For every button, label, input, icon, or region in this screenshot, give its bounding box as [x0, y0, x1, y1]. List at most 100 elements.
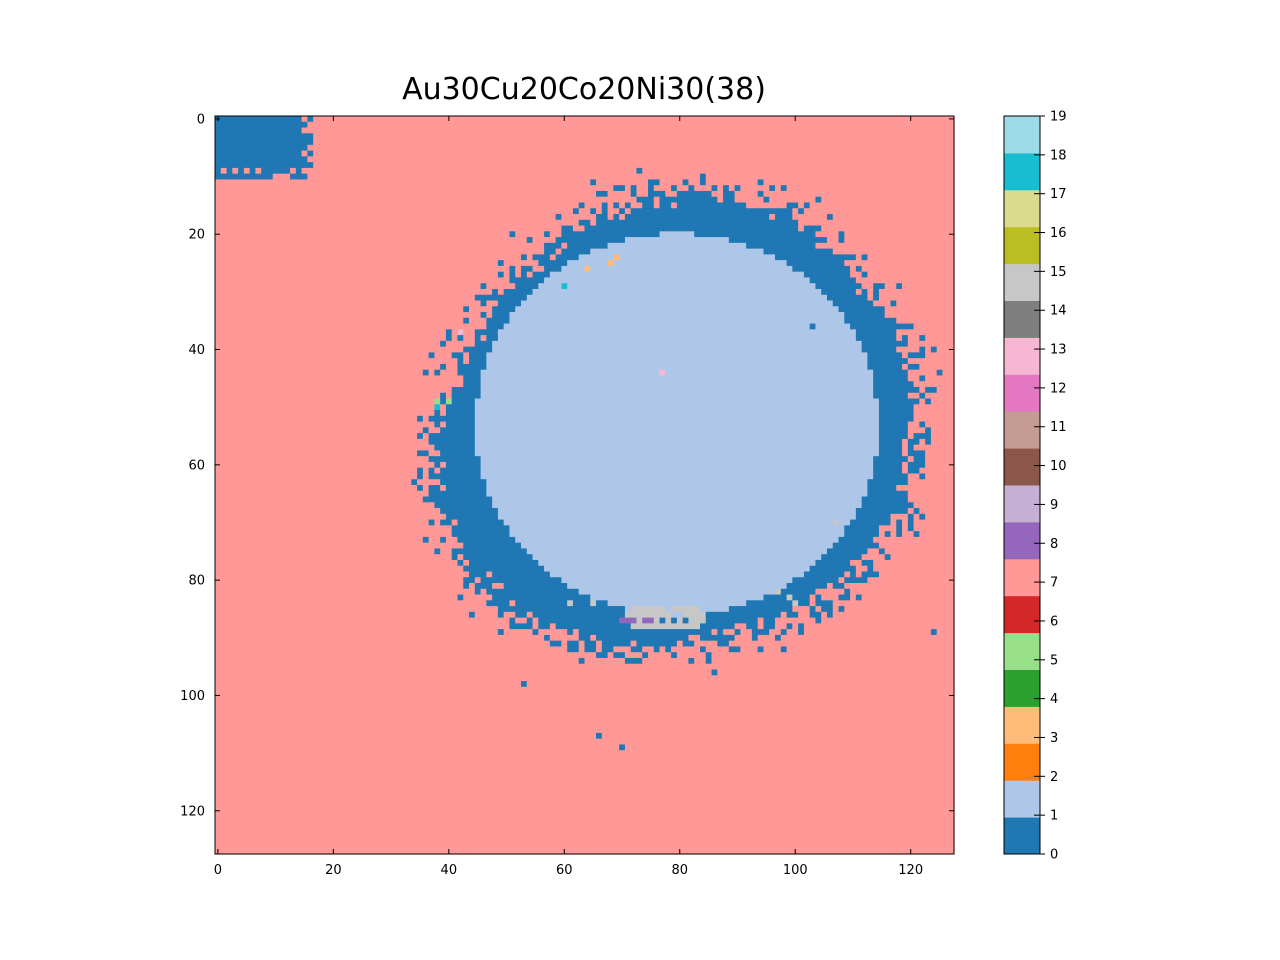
heatmap-cell [215, 531, 453, 538]
heatmap-cell [803, 225, 822, 232]
colorbar-tick-label: 7 [1050, 576, 1058, 591]
heatmap-cell [417, 479, 441, 486]
heatmap-cell [434, 444, 476, 452]
heatmap-cell [544, 231, 551, 238]
heatmap-cell [428, 369, 435, 377]
heatmap-cell [215, 248, 545, 255]
heatmap-cell [671, 652, 678, 659]
heatmap-cell [532, 237, 557, 244]
heatmap-cell [844, 577, 868, 584]
heatmap-cell [734, 634, 753, 642]
heatmap-cell [907, 513, 915, 521]
chart-title: Au30Cu20Co20Ni30(38) [402, 72, 766, 107]
heatmap-cell [520, 681, 528, 688]
heatmap-cell [913, 519, 955, 526]
heatmap-cell [451, 525, 511, 532]
heatmap-cell [769, 185, 776, 192]
heatmap-cell [290, 173, 308, 181]
heatmap-cell [884, 548, 955, 555]
colorbar-tick-label: 10 [1050, 459, 1067, 474]
heatmap-cell [422, 433, 430, 440]
heatmap-cell [907, 450, 926, 457]
heatmap-cell [844, 231, 955, 238]
heatmap-cell [682, 179, 690, 186]
heatmap-cell [786, 646, 955, 653]
heatmap-cell [445, 392, 453, 400]
heatmap-cell [925, 450, 955, 457]
heatmap-cell [855, 277, 955, 284]
heatmap-cell [925, 438, 932, 446]
heatmap-cell [902, 283, 955, 290]
heatmap-cell [474, 611, 499, 619]
heatmap-cell [676, 652, 707, 659]
heatmap-cell [538, 617, 620, 624]
heatmap-cell [215, 271, 499, 279]
heatmap-cell [613, 260, 788, 267]
heatmap-cell [659, 196, 718, 204]
heatmap-cell [613, 214, 620, 221]
colorbar-tick-label: 19 [1050, 110, 1067, 125]
heatmap-cell [705, 617, 759, 624]
plot-frame [214, 115, 955, 855]
heatmap-cell [215, 554, 453, 561]
heatmap-cell [480, 386, 874, 394]
heatmap-cell [728, 646, 741, 653]
heatmap-cell [850, 594, 857, 601]
heatmap-cell [682, 617, 690, 624]
heatmap-cell [873, 559, 955, 567]
heatmap-cell [936, 346, 955, 353]
heatmap-cell [919, 398, 926, 405]
heatmap-cell [215, 404, 435, 411]
heatmap-cell [723, 629, 736, 636]
heatmap-cell [832, 600, 955, 607]
heatmap-cell [497, 260, 505, 267]
heatmap-cell [249, 167, 257, 175]
heatmap-cell [798, 623, 805, 630]
heatmap-cell [757, 646, 765, 653]
heatmap-cell [215, 519, 430, 526]
colorbar-tick-label: 6 [1050, 614, 1058, 629]
heatmap-cell [555, 214, 562, 221]
heatmap-cell [630, 185, 638, 192]
heatmap-cell [532, 554, 822, 561]
heatmap-cell [902, 467, 909, 475]
heatmap-cell [469, 317, 487, 325]
heatmap-cell [902, 461, 909, 469]
heatmap-cell [549, 571, 805, 578]
heatmap-cell [826, 214, 834, 221]
heatmap-cell [596, 214, 609, 221]
heatmap-cell [469, 559, 539, 567]
heatmap-cell [815, 231, 840, 238]
heatmap-cell [671, 606, 701, 613]
heatmap-cell [526, 681, 955, 688]
colorbar-segment [1004, 448, 1040, 486]
heatmap-cell [215, 450, 418, 457]
heatmap-cell [578, 640, 586, 648]
heatmap-cell [878, 438, 903, 446]
heatmap-cell [907, 340, 955, 348]
heatmap-cell [572, 629, 580, 636]
heatmap-cell [215, 496, 424, 503]
heatmap-cell [878, 433, 909, 440]
heatmap-cell [215, 761, 955, 769]
heatmap-cell [890, 519, 897, 526]
heatmap-cell [526, 548, 828, 555]
heatmap-cell [469, 358, 487, 365]
heatmap-cell [492, 594, 591, 601]
heatmap-cell [861, 502, 915, 509]
heatmap-cell [930, 438, 955, 446]
heatmap-cell [497, 300, 522, 307]
heatmap-cell [826, 237, 840, 244]
heatmap-cell [428, 438, 476, 446]
heatmap-cell [809, 202, 955, 209]
heatmap-cell [867, 479, 909, 486]
heatmap-cell [775, 634, 782, 642]
heatmap-cell [832, 583, 845, 590]
heatmap-cell [434, 502, 493, 509]
heatmap-cell [740, 629, 753, 636]
heatmap-cell [671, 617, 678, 624]
heatmap-cell [861, 594, 955, 601]
heatmap-cell [457, 369, 482, 377]
heatmap-cell [786, 202, 799, 209]
heatmap-cell [902, 519, 909, 526]
